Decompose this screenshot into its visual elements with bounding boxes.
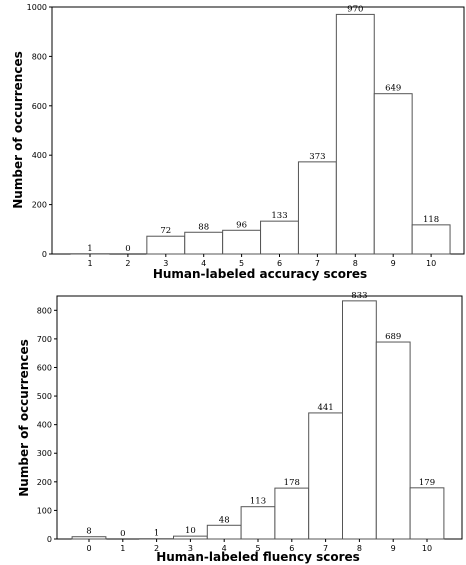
x-tick-label: 9: [391, 259, 396, 268]
x-tick-label: 1: [87, 259, 92, 268]
x-tick-label: 2: [154, 544, 159, 553]
y-axis-title: Number of occurrences: [11, 51, 25, 208]
x-tick-label: 4: [201, 259, 206, 268]
x-tick-label: 8: [353, 259, 358, 268]
x-axis-title: Human-labeled accuracy scores: [153, 267, 367, 281]
bar-value-label: 96: [236, 220, 247, 230]
bar: [260, 220, 299, 255]
x-tick-label: 10: [426, 259, 436, 268]
bar: [274, 487, 310, 540]
x-tick-label: 7: [315, 259, 320, 268]
bar-series: 0 200 400 600 800 1000 1 1 2 0 3 72 4 88 5 96 6 133 7 373 8 9…: [27, 3, 451, 268]
bar: [375, 341, 411, 540]
y-tick-label: 0: [42, 250, 47, 259]
bar-value-label: 1: [154, 529, 159, 539]
x-tick-label: 7: [323, 544, 328, 553]
x-axis-title: Human-labeled fluency scores: [156, 550, 360, 564]
x-tick-label: 10: [422, 544, 432, 553]
y-tick-label: 200: [32, 201, 47, 210]
bar-value-label: 833: [351, 291, 367, 301]
y-tick-label: 600: [37, 363, 52, 372]
y-tick-label: 500: [37, 392, 52, 401]
y-tick-label: 0: [47, 535, 52, 544]
bar-value-label: 0: [120, 529, 125, 539]
x-tick-label: 6: [277, 259, 282, 268]
y-tick-label: 700: [37, 335, 52, 344]
accuracy-chart: Human-labeled accuracy scores Number of …: [11, 3, 465, 281]
bar: [411, 224, 451, 255]
bar: [342, 300, 377, 540]
bar-value-label: 48: [219, 515, 230, 525]
bar-value-label: 118: [423, 215, 439, 225]
x-tick-label: 4: [222, 544, 227, 553]
x-tick-label: 1: [120, 544, 125, 553]
bar-value-label: 970: [347, 4, 363, 14]
x-tick-label: 3: [163, 259, 168, 268]
bar: [184, 231, 224, 255]
bar-value-label: 179: [419, 478, 435, 488]
bar-series: 0100200300400500600700800081021310448511…: [37, 291, 445, 553]
bar-value-label: 72: [160, 226, 171, 236]
y-tick-label: 300: [37, 449, 52, 458]
bar-value-label: 113: [250, 497, 266, 507]
bar: [297, 161, 337, 255]
x-tick-label: 5: [255, 544, 260, 553]
bar-value-label: 10: [185, 526, 196, 536]
bar: [173, 535, 208, 540]
x-tick-label: 9: [391, 544, 396, 553]
bar: [409, 487, 445, 540]
bar-value-label: 88: [198, 222, 209, 232]
y-tick-label: 400: [37, 421, 52, 430]
fluency-chart: Human-labeled fluency scores Number of o…: [17, 291, 463, 564]
y-tick-label: 1000: [27, 3, 47, 12]
bar-value-label: 8: [86, 527, 91, 537]
bar-value-label: 133: [271, 211, 287, 221]
x-tick-label: 6: [289, 544, 294, 553]
bar-value-label: 649: [385, 84, 401, 94]
y-tick-label: 200: [37, 478, 52, 487]
bar: [373, 93, 413, 255]
y-tick-label: 400: [32, 151, 47, 160]
bar: [335, 13, 375, 255]
y-tick-label: 800: [37, 306, 52, 315]
bar: [240, 506, 276, 540]
x-tick-label: 5: [239, 259, 244, 268]
bar: [308, 412, 344, 540]
x-tick-label: 3: [188, 544, 193, 553]
y-tick-label: 100: [37, 506, 52, 515]
x-tick-label: 8: [357, 544, 362, 553]
bar: [71, 536, 107, 540]
bar-value-label: 178: [284, 478, 300, 488]
y-axis-title: Number of occurrences: [17, 339, 31, 496]
x-tick-label: 2: [125, 259, 130, 268]
bar: [206, 524, 242, 540]
y-tick-label: 800: [32, 52, 47, 61]
bar-value-label: 441: [317, 403, 333, 413]
x-tick-label: 0: [86, 544, 91, 553]
bar-value-label: 689: [385, 332, 401, 342]
bar: [222, 229, 262, 255]
bar-value-label: 0: [125, 244, 130, 254]
bar: [146, 235, 186, 255]
y-tick-label: 600: [32, 102, 47, 111]
bar-value-label: 373: [309, 152, 325, 162]
bar-value-label: 1: [87, 244, 92, 254]
